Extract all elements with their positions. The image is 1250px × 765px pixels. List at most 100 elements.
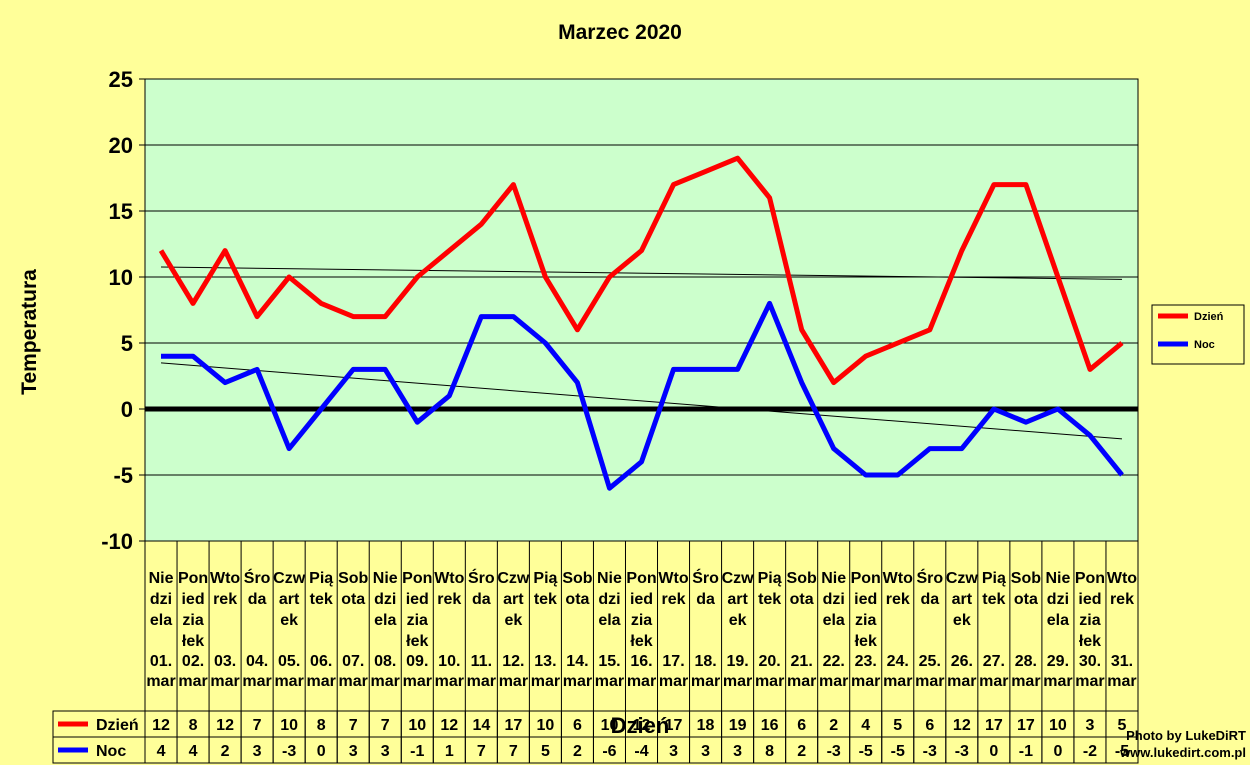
x-day-label: dzi xyxy=(374,591,396,608)
x-day-label: zia xyxy=(407,612,428,629)
x-day-label: ota xyxy=(1014,591,1038,608)
x-day-label: łek xyxy=(406,633,428,650)
table-value: 18 xyxy=(697,717,715,734)
table-value: -3 xyxy=(282,743,296,760)
x-date-label: mar xyxy=(274,673,303,690)
x-date-label: mar xyxy=(178,673,207,690)
x-date-label: mar xyxy=(787,673,816,690)
x-day-label: Sob xyxy=(562,570,592,587)
x-date-label: 27. xyxy=(983,653,1005,670)
x-day-label: zia xyxy=(182,612,203,629)
table-value: 0 xyxy=(317,743,326,760)
x-day-label: tek xyxy=(982,591,1005,608)
x-day-label: Śro xyxy=(916,568,943,587)
table-value: -4 xyxy=(634,743,648,760)
x-day-label: Nie xyxy=(597,570,622,587)
x-axis-label: Dzień xyxy=(611,713,670,738)
x-date-label: 07. xyxy=(342,653,364,670)
table-value: -5 xyxy=(859,743,873,760)
x-day-label: zia xyxy=(1079,612,1100,629)
table-value: 2 xyxy=(221,743,230,760)
x-date-label: mar xyxy=(691,673,720,690)
table-value: 6 xyxy=(925,717,934,734)
table-value: 17 xyxy=(1017,717,1035,734)
table-value: 12 xyxy=(152,717,170,734)
x-date-label: mar xyxy=(659,673,688,690)
x-day-label: art xyxy=(503,591,524,608)
table-value: 14 xyxy=(472,717,490,734)
x-day-label: dzi xyxy=(823,591,845,608)
x-category-labels: Nie dzi ela 01. mar Pon ied zia łek 02. mar Wto rek 0… xyxy=(144,541,1139,711)
x-date-label: 08. xyxy=(374,653,396,670)
table-value: -1 xyxy=(410,743,424,760)
table-value: 7 xyxy=(349,717,358,734)
table-value: 4 xyxy=(157,743,166,760)
table-value: -5 xyxy=(1115,743,1129,760)
x-day-label: Pią xyxy=(533,570,557,587)
table-value: 5 xyxy=(1118,717,1127,734)
x-day-label: Nie xyxy=(149,570,174,587)
x-date-label: 10. xyxy=(438,653,460,670)
x-date-label: 24. xyxy=(887,653,909,670)
y-tick-label: 15 xyxy=(109,199,133,224)
x-date-label: mar xyxy=(467,673,496,690)
x-date-label: 14. xyxy=(566,653,588,670)
x-date-label: 22. xyxy=(823,653,845,670)
x-day-label: ek xyxy=(953,612,971,629)
x-day-label: Wto xyxy=(210,570,240,587)
x-date-label: 23. xyxy=(855,653,877,670)
trendline xyxy=(161,266,1122,280)
x-date-label: mar xyxy=(242,673,271,690)
table-value: 3 xyxy=(669,743,678,760)
x-day-label: rek xyxy=(437,591,461,608)
x-day-label: łek xyxy=(855,633,877,650)
x-date-label: 11. xyxy=(471,653,492,670)
gridlines xyxy=(139,78,1138,542)
x-day-label: ela xyxy=(150,612,172,629)
table-value: 7 xyxy=(509,743,518,760)
table-value: 6 xyxy=(797,717,806,734)
chart-title: Marzec 2020 xyxy=(558,21,682,44)
table-value: 12 xyxy=(440,717,458,734)
table-value: -3 xyxy=(955,743,969,760)
y-tick-label: 0 xyxy=(121,397,133,422)
x-day-label: Śro xyxy=(692,568,719,587)
x-day-label: tek xyxy=(758,591,781,608)
y-tick-label: -5 xyxy=(113,463,133,488)
x-date-label: mar xyxy=(563,673,592,690)
x-day-label: Nie xyxy=(373,570,398,587)
legend: Dzień Noc xyxy=(1151,304,1245,365)
x-day-label: Wto xyxy=(434,570,464,587)
credit-line-1: Photo by LukeDiRT xyxy=(1126,728,1246,743)
x-day-label: da xyxy=(248,591,267,608)
table-value: 1 xyxy=(445,743,454,760)
table-value: 0 xyxy=(1053,743,1062,760)
table-value: -5 xyxy=(891,743,905,760)
table-value: -1 xyxy=(1019,743,1033,760)
x-date-label: mar xyxy=(883,673,912,690)
table-value: 4 xyxy=(189,743,198,760)
x-date-label: 18. xyxy=(694,653,716,670)
x-date-label: mar xyxy=(851,673,880,690)
x-day-label: Nie xyxy=(1045,570,1070,587)
x-day-label: Czw xyxy=(273,570,306,587)
x-day-label: dzi xyxy=(1047,591,1069,608)
x-day-label: ek xyxy=(280,612,298,629)
x-day-label: tek xyxy=(310,591,333,608)
x-day-label: ied xyxy=(630,591,653,608)
x-day-label: Wto xyxy=(1107,570,1137,587)
x-day-label: dzi xyxy=(598,591,620,608)
x-date-label: mar xyxy=(819,673,848,690)
x-date-label: 16. xyxy=(630,653,652,670)
x-date-label: mar xyxy=(979,673,1008,690)
x-date-label: mar xyxy=(915,673,944,690)
table-value: 8 xyxy=(189,717,198,734)
x-day-label: Pon xyxy=(1075,570,1105,587)
y-tick-labels: 25 20 15 10 5 0 -5 -10 xyxy=(101,67,133,554)
x-day-label: łek xyxy=(182,633,204,650)
x-day-label: ela xyxy=(598,612,620,629)
x-date-label: 17. xyxy=(662,653,684,670)
series-line xyxy=(161,300,1124,491)
table-value: 19 xyxy=(729,717,747,734)
